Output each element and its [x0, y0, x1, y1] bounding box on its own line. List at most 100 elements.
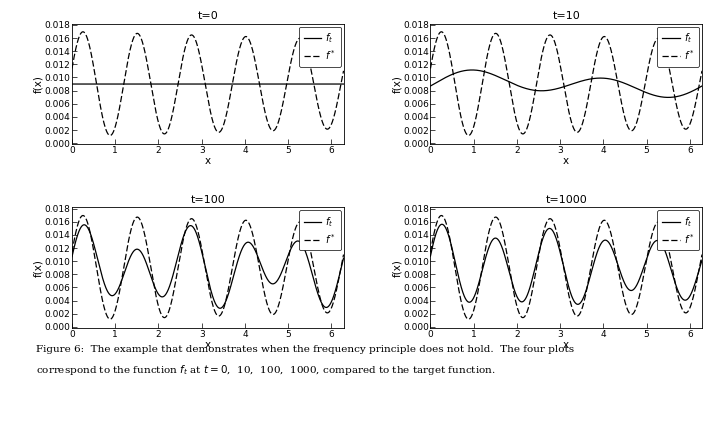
$f^*$ [464, 317, 473, 322]
$f_t$ [558, 260, 567, 265]
$f_t$ [438, 222, 446, 227]
$f_t$ [558, 85, 567, 90]
$f_t$ [690, 283, 698, 288]
$f^*$ [106, 133, 114, 138]
$f^*$ [440, 33, 449, 38]
$f_t$ [216, 306, 225, 311]
$f_t$ [331, 287, 340, 292]
$f_t$ [640, 89, 649, 94]
Line: $f_t$: $f_t$ [72, 225, 343, 308]
$f^*$ [690, 290, 698, 295]
$f^*$ [193, 226, 202, 231]
$f^*$ [559, 76, 567, 82]
$f^*$ [464, 133, 473, 138]
$f_t$ [200, 260, 209, 265]
Line: $f^*$: $f^*$ [72, 32, 343, 136]
Text: Figure 6:  The example that demonstrates when the frequency principle does not h: Figure 6: The example that demonstrates … [36, 345, 574, 354]
$f^*$ [200, 76, 209, 82]
$f^*$ [437, 213, 446, 218]
Legend: $f_t$, $f^*$: $f_t$, $f^*$ [299, 210, 341, 251]
$f^*$ [440, 216, 449, 221]
$f_t$ [192, 82, 201, 87]
$f^*$ [559, 260, 567, 266]
Line: $f_t$: $f_t$ [431, 70, 702, 97]
$f^*$ [68, 250, 76, 255]
$f_t$ [331, 82, 340, 87]
$f_t$ [80, 222, 89, 227]
$f_t$ [199, 82, 208, 87]
Legend: $f_t$, $f^*$: $f_t$, $f^*$ [299, 27, 341, 67]
$f_t$ [551, 234, 559, 239]
$f_t$ [426, 254, 435, 259]
$f^*$ [68, 66, 76, 71]
$f^*$ [81, 216, 90, 221]
Legend: $f_t$, $f^*$: $f_t$, $f^*$ [657, 210, 699, 251]
$f^*$ [78, 29, 87, 34]
$f_t$ [440, 224, 449, 229]
$f_t$ [468, 67, 477, 73]
Y-axis label: f(x): f(x) [33, 259, 43, 277]
$f_t$ [690, 283, 698, 288]
$f^*$ [332, 290, 341, 295]
$f^*$ [200, 260, 209, 266]
$f_t$ [640, 262, 649, 267]
$f_t$ [440, 76, 449, 81]
Line: $f_t$: $f_t$ [431, 224, 702, 304]
$f_t$ [574, 302, 582, 307]
$f_t$ [698, 257, 706, 263]
$f_t$ [690, 88, 698, 93]
$f_t$ [81, 223, 90, 228]
$f_t$ [282, 82, 290, 87]
X-axis label: x: x [204, 156, 211, 166]
$f^*$ [78, 213, 87, 218]
$f_t$ [193, 233, 202, 238]
Title: t=10: t=10 [552, 12, 580, 21]
$f^*$ [690, 107, 698, 112]
Legend: $f_t$, $f^*$: $f_t$, $f^*$ [657, 27, 699, 67]
Line: $f^*$: $f^*$ [431, 215, 702, 319]
Y-axis label: f(x): f(x) [392, 259, 402, 277]
$f^*$ [437, 29, 446, 34]
$f_t$ [339, 256, 348, 261]
Y-axis label: f(x): f(x) [33, 75, 43, 93]
Y-axis label: f(x): f(x) [392, 75, 402, 93]
$f_t$ [331, 82, 340, 87]
$f^*$ [332, 106, 341, 111]
$f^*$ [339, 252, 348, 257]
$f^*$ [331, 107, 340, 112]
X-axis label: x: x [563, 156, 570, 166]
$f^*$ [282, 268, 290, 273]
$f_t$ [339, 82, 348, 87]
X-axis label: x: x [563, 340, 570, 350]
$f^*$ [690, 106, 698, 111]
$f_t$ [551, 87, 559, 92]
$f_t$ [426, 83, 435, 88]
$f^*$ [426, 250, 435, 255]
Title: t=100: t=100 [190, 195, 225, 205]
$f^*$ [282, 85, 290, 90]
$f^*$ [426, 66, 435, 71]
$f^*$ [552, 226, 560, 231]
$f^*$ [106, 317, 114, 322]
$f^*$ [698, 68, 706, 73]
$f_t$ [68, 254, 76, 259]
Title: t=1000: t=1000 [545, 195, 587, 205]
Line: $f^*$: $f^*$ [431, 32, 702, 136]
$f^*$ [698, 252, 706, 257]
$f^*$ [331, 290, 340, 296]
$f^*$ [640, 268, 649, 273]
$f_t$ [690, 88, 698, 93]
$f^*$ [339, 68, 348, 73]
$f_t$ [698, 83, 706, 88]
$f_t$ [664, 95, 672, 100]
$f^*$ [640, 85, 649, 90]
$f_t$ [68, 82, 76, 87]
$f^*$ [690, 290, 698, 296]
$f_t$ [282, 258, 290, 263]
$f^*$ [552, 42, 560, 47]
Title: t=0: t=0 [197, 12, 218, 21]
$f^*$ [193, 42, 202, 47]
Text: correspond to the function $f_t$ at $t = 0$,  10,  100,  1000, compared to the t: correspond to the function $f_t$ at $t =… [36, 363, 495, 377]
X-axis label: x: x [204, 340, 211, 350]
$f_t$ [332, 286, 341, 291]
